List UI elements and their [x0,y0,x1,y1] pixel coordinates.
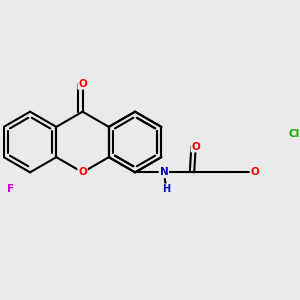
Text: H: H [162,184,170,194]
Text: F: F [7,184,14,194]
Text: O: O [191,142,200,152]
Text: N: N [160,167,168,177]
Text: Cl: Cl [289,129,300,140]
Text: O: O [250,167,259,177]
Text: O: O [78,79,87,89]
Text: O: O [78,167,87,177]
